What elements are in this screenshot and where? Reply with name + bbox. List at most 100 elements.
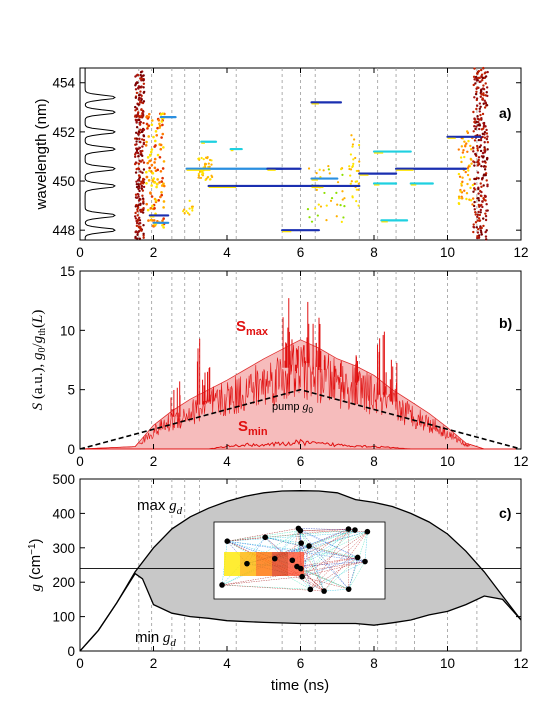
scatter-point	[149, 159, 152, 162]
scatter-point	[142, 100, 146, 103]
scatter-point	[136, 119, 139, 122]
scatter-point	[485, 128, 488, 132]
scatter-point	[472, 204, 476, 208]
inset-edge	[222, 584, 311, 590]
smax-envelope	[79, 339, 521, 450]
scatter-point	[485, 91, 488, 94]
inset-node	[362, 558, 368, 565]
inset-edge	[300, 530, 310, 547]
scatter-point	[139, 170, 142, 173]
scatter-point	[191, 209, 194, 212]
inset-edge	[302, 561, 366, 577]
scatter-point	[162, 160, 166, 163]
scatter-point	[482, 66, 485, 70]
scatter-point	[476, 234, 479, 238]
scatter-point	[476, 231, 480, 234]
scatter-point	[471, 183, 475, 187]
inset-edge	[300, 528, 349, 531]
scatter-point	[186, 211, 190, 215]
scatter-point	[473, 182, 476, 186]
scatter-point	[478, 102, 482, 105]
scatter-point	[482, 197, 485, 200]
scatter-point	[206, 157, 209, 160]
x-tick-label: 4	[223, 245, 231, 260]
inset-node	[298, 540, 305, 546]
scatter-point	[457, 148, 460, 151]
inset-node	[294, 563, 300, 570]
scatter-point	[330, 196, 334, 200]
scatter-point	[156, 153, 160, 157]
scatter-point	[479, 208, 483, 212]
scatter-point	[185, 210, 188, 213]
scatter-point	[162, 217, 165, 220]
scatter-point	[483, 72, 487, 75]
scatter-point	[137, 85, 141, 88]
scatter-point	[474, 127, 477, 131]
scatter-point	[341, 173, 344, 176]
smin-label-s: S	[238, 418, 248, 435]
scatter-point	[162, 184, 166, 188]
scatter-point	[204, 178, 207, 182]
scatter-point	[134, 105, 137, 109]
scatter-point	[152, 177, 156, 180]
scatter-point	[475, 107, 478, 111]
scatter-point	[354, 156, 357, 160]
x-tick-label: 2	[150, 245, 158, 260]
scatter-point	[460, 197, 463, 200]
inset-edge	[222, 576, 303, 586]
scatter-point	[142, 234, 145, 237]
scatter-point	[471, 197, 475, 200]
scatter-point	[355, 200, 358, 203]
scatter-point	[325, 218, 328, 222]
inset-edge	[265, 529, 355, 538]
scatter-point	[146, 156, 150, 159]
inset-node	[297, 527, 304, 534]
panel-b-ylabel-slash: /	[30, 342, 46, 347]
scatter-point	[478, 219, 482, 222]
scatter-point	[151, 204, 154, 208]
scatter-point	[480, 226, 483, 230]
scatter-point	[160, 120, 164, 123]
scatter-point	[482, 123, 486, 127]
scatter-point	[459, 190, 462, 193]
scatter-point	[483, 136, 487, 139]
scatter-point	[479, 211, 482, 214]
scatter-point	[208, 178, 212, 181]
scatter-point	[157, 118, 161, 122]
scatter-point	[358, 143, 361, 147]
inset-edge	[308, 528, 349, 547]
inset-node	[345, 586, 352, 592]
scatter-point	[148, 169, 151, 172]
scatter-point	[202, 172, 205, 175]
scatter-point	[476, 117, 480, 121]
inset-node	[271, 555, 278, 562]
scatter-point	[484, 101, 487, 104]
scatter-point	[138, 159, 141, 163]
scatter-point	[473, 117, 476, 120]
scatter-point	[137, 97, 141, 101]
scatter-point	[472, 130, 475, 133]
scatter-point	[478, 124, 482, 127]
scatter-point	[341, 198, 344, 201]
scatter-point	[481, 156, 485, 159]
scatter-point	[476, 149, 480, 152]
scatter-point	[142, 138, 146, 142]
scatter-point	[486, 156, 489, 160]
scatter-point	[200, 170, 203, 173]
scatter-point	[188, 199, 191, 202]
scatter-point	[484, 199, 487, 202]
scatter-point	[152, 219, 156, 222]
scatter-point	[358, 160, 361, 163]
inset-edge	[274, 558, 349, 590]
scatter-point	[481, 200, 484, 203]
scatter-point	[483, 164, 486, 168]
x-tick-label: 6	[297, 656, 305, 671]
scatter-point	[135, 143, 138, 146]
x-tick-label: 0	[76, 245, 84, 260]
panel-a-mode-lines	[148, 101, 482, 233]
scatter-point	[476, 86, 479, 89]
scatter-point	[479, 118, 482, 121]
inset-edge	[308, 529, 356, 547]
inset-edge	[301, 529, 356, 577]
